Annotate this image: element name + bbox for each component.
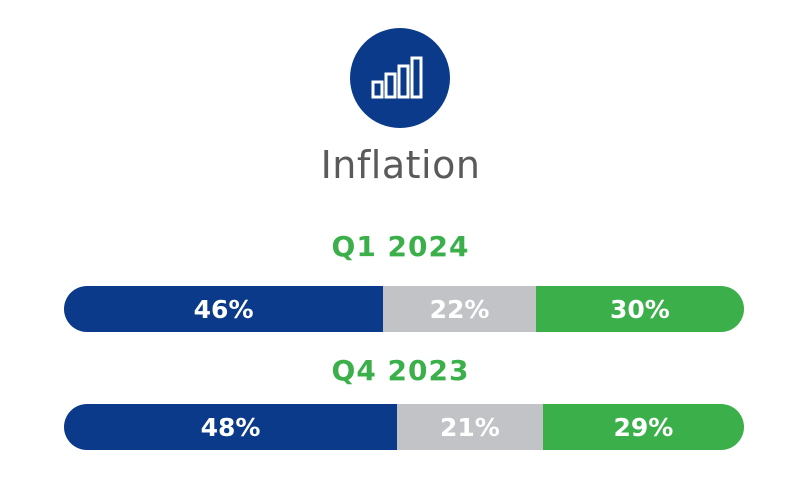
bar-segment-0-0: 46%: [64, 286, 384, 332]
bar-segment-0-1: 22%: [383, 286, 536, 332]
bar-segment-0-2: 30%: [535, 286, 744, 332]
stacked-bar-0: 46% 22% 30%: [64, 286, 744, 332]
period-label-0: Q1 2024: [331, 230, 470, 263]
chart-title: Inflation: [320, 143, 481, 187]
period-label-1: Q4 2023: [331, 354, 470, 387]
bar-chart-icon-badge: [350, 28, 450, 128]
stacked-bar-1: 48% 21% 29%: [64, 404, 744, 450]
bar-segment-1-0: 48%: [64, 404, 398, 450]
bar-segment-1-2: 29%: [542, 404, 744, 450]
bar-chart-icon: [371, 56, 423, 99]
bar-segment-1-1: 21%: [397, 404, 543, 450]
